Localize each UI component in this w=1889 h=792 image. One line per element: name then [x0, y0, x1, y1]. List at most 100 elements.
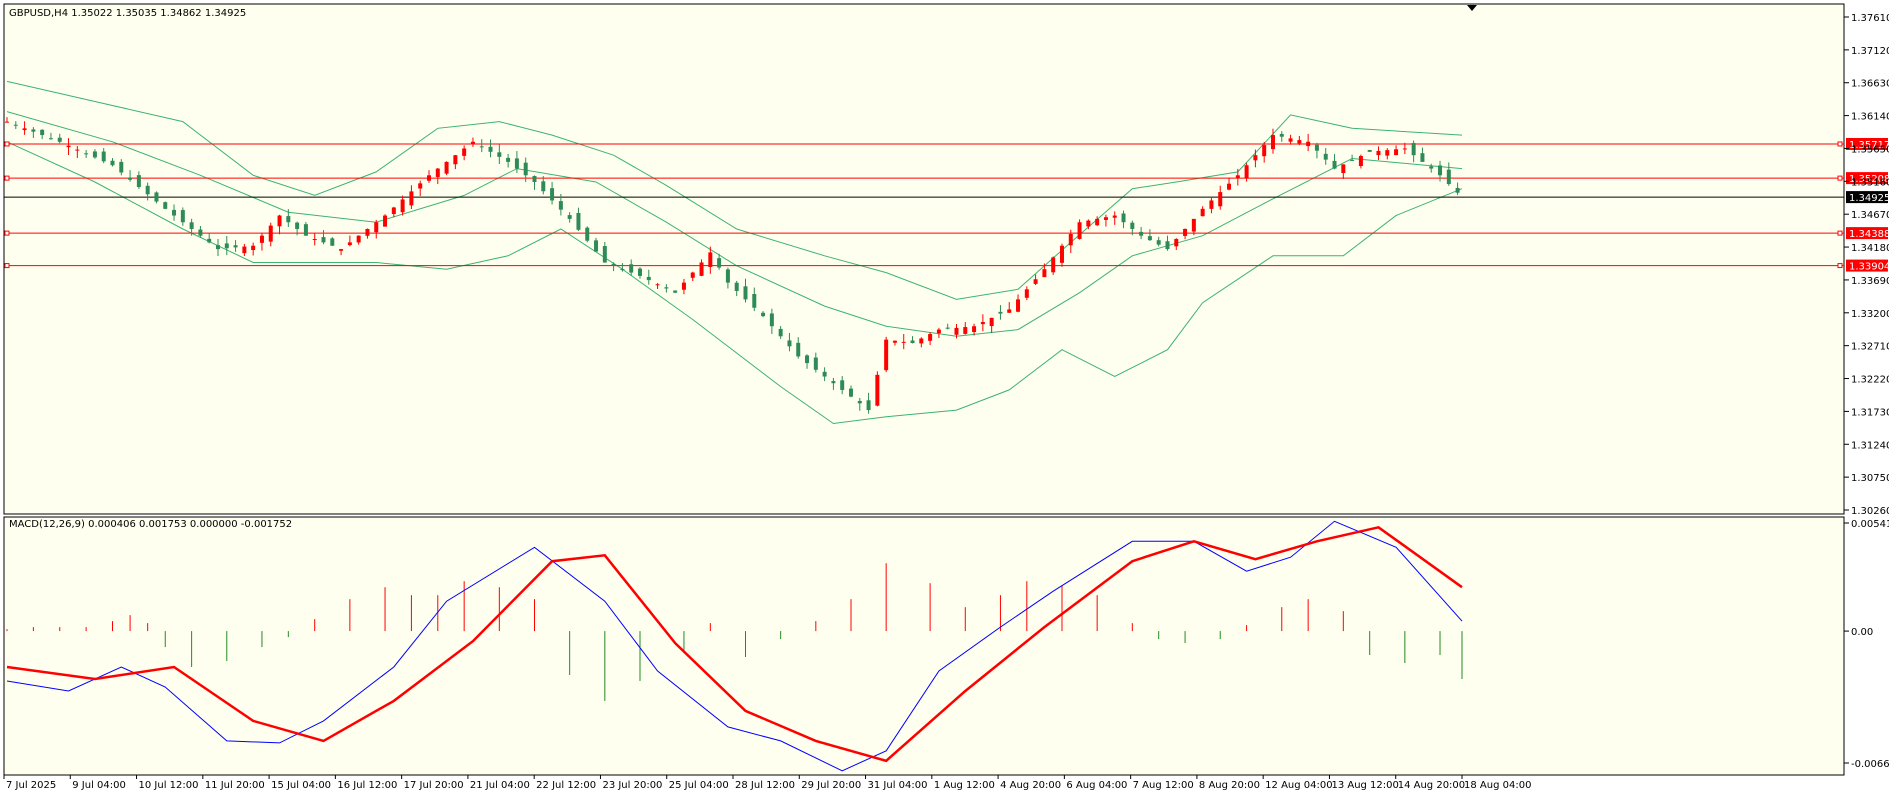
candle-body	[92, 151, 97, 158]
candle	[154, 191, 159, 204]
candle	[805, 354, 810, 369]
candle-body	[1086, 220, 1091, 227]
time-tick-label: 16 Jul 12:00	[337, 780, 397, 791]
candle	[1262, 142, 1267, 163]
candle	[1200, 206, 1205, 217]
candle	[787, 332, 792, 352]
candle-body	[312, 239, 317, 241]
candle	[268, 222, 273, 247]
macd-pane[interactable]	[3, 516, 1845, 776]
level-price-label: 1.35208	[1849, 174, 1889, 185]
candle-body	[1262, 145, 1267, 157]
candle-body	[1042, 269, 1047, 278]
candle	[286, 209, 291, 227]
candle-body	[778, 328, 783, 337]
candle-body	[277, 215, 282, 227]
candle	[681, 278, 686, 295]
candle-body	[233, 245, 238, 248]
candle-body	[1103, 217, 1108, 220]
candle-body	[831, 381, 836, 384]
candle	[277, 214, 282, 235]
level-anchor-right	[1837, 263, 1843, 269]
candle	[1376, 146, 1381, 161]
candle	[963, 322, 968, 335]
candle	[972, 323, 977, 336]
candle-body	[1402, 148, 1407, 150]
price-tick-label: 1.34670	[1851, 210, 1889, 221]
candle-body	[980, 322, 985, 325]
candle	[550, 181, 555, 205]
shift-marker-icon[interactable]	[1467, 5, 1477, 11]
candle	[66, 138, 71, 155]
candle-body	[303, 224, 308, 236]
candle	[347, 235, 352, 247]
candle	[356, 235, 361, 245]
candle	[470, 137, 475, 147]
candle-body	[1121, 213, 1126, 223]
candle	[1191, 218, 1196, 236]
candle	[198, 226, 203, 238]
candle-body	[1270, 135, 1275, 150]
candle-body	[101, 151, 106, 162]
candle-body	[673, 290, 678, 293]
candle	[761, 311, 766, 318]
candle	[558, 194, 563, 216]
candle	[215, 238, 220, 256]
macd-tick-label: 0.00	[1851, 627, 1873, 638]
candle	[462, 145, 467, 161]
candle	[418, 180, 423, 196]
candle	[435, 167, 440, 185]
candle	[1297, 135, 1302, 146]
candle-body	[681, 282, 686, 290]
candle	[128, 170, 133, 182]
candle-body	[1147, 236, 1152, 241]
candlesticks	[5, 117, 1460, 414]
candle	[594, 237, 599, 252]
candle	[172, 204, 177, 221]
candle-body	[822, 371, 827, 377]
candle	[1288, 134, 1293, 145]
candle	[778, 326, 783, 339]
candle	[620, 263, 625, 272]
candle-body	[57, 137, 62, 142]
candle-body	[769, 313, 774, 327]
macd-tick-label: -0.006609	[1851, 759, 1889, 770]
candle-body	[462, 148, 467, 156]
candle-body	[998, 311, 1003, 314]
candle	[1024, 286, 1029, 301]
price-tick-label: 1.31240	[1851, 440, 1889, 451]
candle-body	[734, 282, 739, 292]
time-tick-label: 10 Jul 12:00	[139, 780, 199, 791]
candle	[866, 392, 871, 414]
candle	[1095, 216, 1100, 227]
candle	[189, 218, 194, 236]
candle	[1165, 235, 1170, 251]
level-price-label: 1.34388	[1849, 229, 1889, 240]
candle-body	[1095, 218, 1100, 226]
price-tick-label: 1.37610	[1851, 13, 1889, 24]
candle	[84, 149, 89, 158]
price-pane[interactable]	[3, 3, 1845, 515]
candle	[444, 161, 449, 176]
price-tick-label: 1.32710	[1851, 342, 1889, 353]
candle	[1103, 214, 1108, 227]
candle-body	[1200, 208, 1205, 217]
candle	[497, 144, 502, 164]
candle-body	[1341, 164, 1346, 174]
candle-body	[356, 235, 361, 243]
price-tick-label: 1.30750	[1851, 473, 1889, 484]
level-anchor-right	[1837, 175, 1843, 181]
candle-body	[321, 237, 326, 243]
candle-body	[119, 161, 124, 173]
time-tick-label: 22 Jul 12:00	[536, 780, 596, 791]
candle-body	[523, 162, 528, 176]
candle-body	[1297, 140, 1302, 144]
candle-body	[936, 329, 941, 334]
candle-body	[910, 340, 915, 343]
candle	[664, 284, 669, 293]
level-price-tag	[1846, 227, 1888, 240]
candle-body	[972, 326, 977, 333]
candle-body	[1024, 289, 1029, 298]
candle	[1402, 142, 1407, 155]
